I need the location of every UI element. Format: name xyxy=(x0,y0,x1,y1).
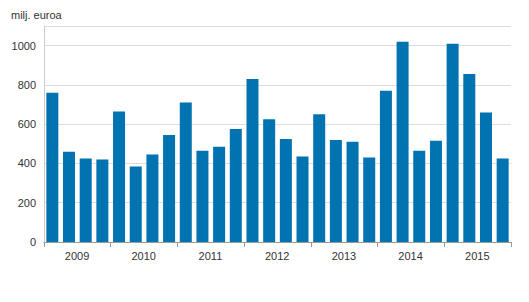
svg-text:2014: 2014 xyxy=(398,250,422,262)
svg-text:2015: 2015 xyxy=(465,250,489,262)
svg-text:2012: 2012 xyxy=(265,250,289,262)
svg-text:800: 800 xyxy=(18,79,36,91)
svg-text:milj. euroa: milj. euroa xyxy=(11,9,63,21)
svg-text:2010: 2010 xyxy=(131,250,155,262)
svg-text:1000: 1000 xyxy=(12,40,36,52)
svg-text:200: 200 xyxy=(18,197,36,209)
svg-text:2009: 2009 xyxy=(65,250,89,262)
svg-text:400: 400 xyxy=(18,157,36,169)
svg-text:2013: 2013 xyxy=(332,250,356,262)
svg-text:600: 600 xyxy=(18,118,36,130)
svg-text:0: 0 xyxy=(30,236,36,248)
svg-text:2011: 2011 xyxy=(199,250,223,262)
